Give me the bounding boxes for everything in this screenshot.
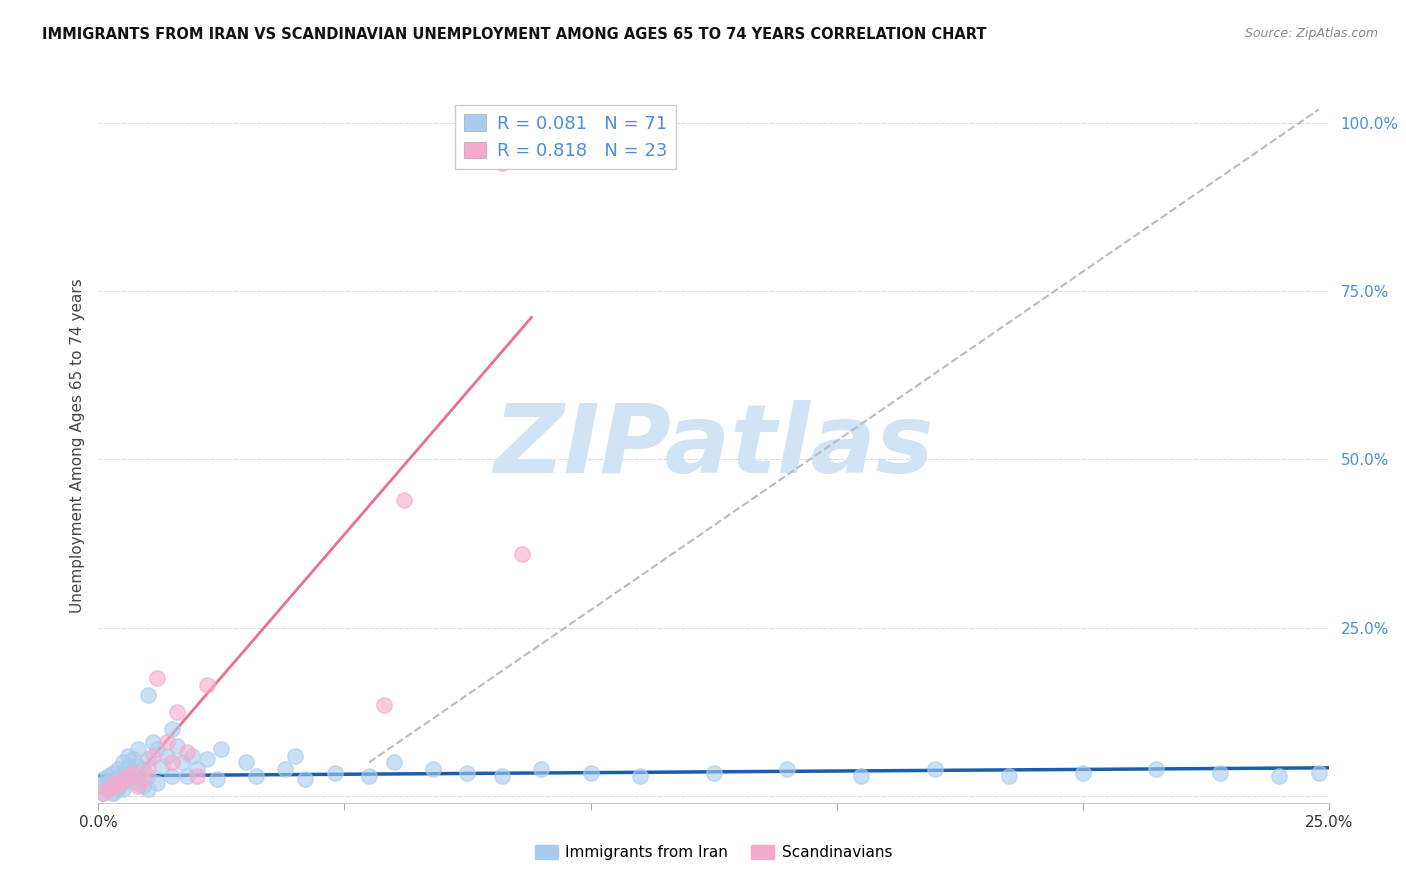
Point — [122, 769, 145, 783]
Point — [1308, 765, 1330, 780]
Point — [97, 775, 120, 789]
Point — [382, 756, 405, 770]
Point — [136, 752, 159, 766]
Point — [172, 756, 194, 770]
Point — [112, 782, 135, 797]
Point — [141, 735, 165, 749]
Point — [136, 762, 159, 776]
Point — [274, 762, 297, 776]
Point — [471, 116, 494, 130]
Point — [579, 765, 602, 780]
Point — [1144, 762, 1167, 776]
Point — [628, 769, 651, 783]
Point — [127, 779, 149, 793]
Point — [141, 748, 165, 763]
Point — [112, 772, 135, 787]
Point — [103, 786, 125, 800]
Point — [1071, 765, 1094, 780]
Point — [117, 748, 139, 763]
Point — [849, 769, 872, 783]
Legend: Immigrants from Iran, Scandinavians: Immigrants from Iran, Scandinavians — [529, 839, 898, 866]
Point — [176, 769, 198, 783]
Point — [112, 775, 135, 789]
Point — [1209, 765, 1232, 780]
Point — [162, 756, 183, 770]
Point — [93, 786, 115, 800]
Point — [166, 739, 188, 753]
Point — [776, 762, 799, 776]
Point — [186, 769, 208, 783]
Point — [530, 762, 553, 776]
Text: ZIPatlas: ZIPatlas — [494, 400, 934, 492]
Point — [195, 678, 218, 692]
Point — [117, 772, 139, 787]
Point — [392, 492, 415, 507]
Point — [491, 156, 513, 170]
Y-axis label: Unemployment Among Ages 65 to 74 years: Unemployment Among Ages 65 to 74 years — [69, 278, 84, 614]
Point — [107, 772, 129, 787]
Point — [1268, 769, 1291, 783]
Point — [97, 782, 120, 797]
Point — [107, 782, 129, 797]
Point — [103, 775, 125, 789]
Point — [205, 772, 228, 787]
Point — [112, 765, 135, 780]
Point — [235, 756, 257, 770]
Point — [162, 722, 183, 736]
Point — [107, 762, 129, 776]
Text: Source: ZipAtlas.com: Source: ZipAtlas.com — [1244, 27, 1378, 40]
Point — [211, 742, 233, 756]
Point — [146, 742, 169, 756]
Point — [245, 769, 267, 783]
Point — [93, 779, 115, 793]
Point — [132, 779, 155, 793]
Point — [136, 688, 159, 702]
Point — [103, 765, 125, 780]
Point — [703, 765, 725, 780]
Point — [103, 779, 125, 793]
Point — [117, 758, 139, 772]
Point — [176, 745, 198, 759]
Point — [97, 769, 120, 783]
Point — [93, 786, 115, 800]
Point — [156, 748, 179, 763]
Point — [103, 772, 125, 787]
Point — [422, 762, 444, 776]
Point — [510, 547, 533, 561]
Point — [132, 762, 155, 776]
Point — [491, 769, 513, 783]
Point — [186, 762, 208, 776]
Point — [103, 786, 125, 800]
Point — [127, 775, 149, 789]
Point — [156, 735, 179, 749]
Point — [107, 779, 129, 793]
Point — [924, 762, 946, 776]
Point — [136, 769, 159, 783]
Point — [998, 769, 1021, 783]
Point — [112, 756, 135, 770]
Point — [456, 765, 478, 780]
Point — [294, 772, 316, 787]
Point — [132, 772, 155, 787]
Text: IMMIGRANTS FROM IRAN VS SCANDINAVIAN UNEMPLOYMENT AMONG AGES 65 TO 74 YEARS CORR: IMMIGRANTS FROM IRAN VS SCANDINAVIAN UNE… — [42, 27, 987, 42]
Point — [162, 769, 183, 783]
Point — [166, 705, 188, 719]
Point — [359, 769, 381, 783]
Point — [127, 742, 149, 756]
Point — [127, 758, 149, 772]
Point — [284, 748, 307, 763]
Point — [117, 769, 139, 783]
Point — [122, 752, 145, 766]
Point — [152, 758, 174, 772]
Point — [146, 671, 169, 685]
Point — [323, 765, 346, 780]
Point — [180, 748, 204, 763]
Point — [97, 782, 120, 797]
Point — [136, 782, 159, 797]
Point — [122, 765, 145, 780]
Point — [93, 772, 115, 787]
Point — [373, 698, 395, 713]
Point — [146, 775, 169, 789]
Point — [195, 752, 218, 766]
